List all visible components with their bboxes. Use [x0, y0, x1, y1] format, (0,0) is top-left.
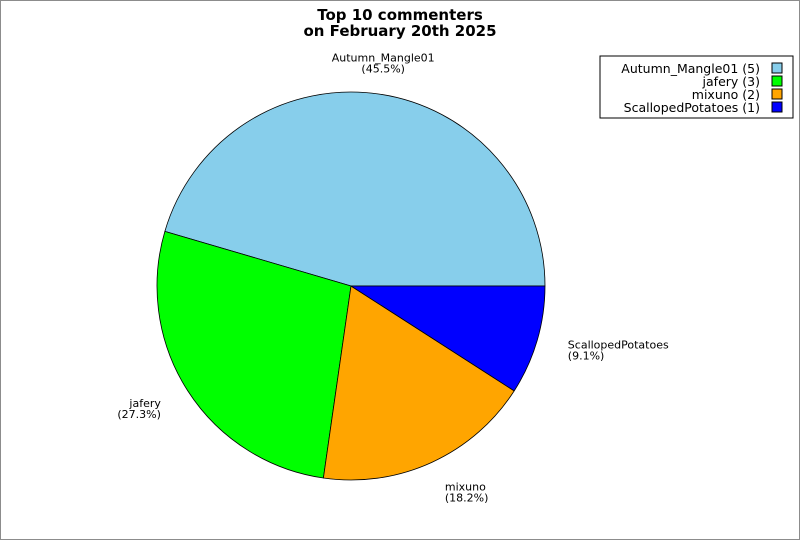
slice-label-scallopedpotatoes: ScallopedPotatoes (9.1%) — [568, 339, 669, 363]
legend-swatch-scallopedpotatoes — [771, 101, 783, 113]
pie-slices — [156, 91, 546, 481]
legend-label-mixuno: mixuno (2) — [692, 87, 760, 102]
slice-label-mixuno: mixuno (18.2%) — [445, 481, 489, 505]
slice-percent-autumn-mangle01: (45.5%) — [361, 62, 405, 75]
slice-percent-jafery: (27.3%) — [117, 408, 161, 421]
slice-label-jafery: jafery (27.3%) — [117, 397, 161, 421]
pie-slice-jafery — [156, 230, 352, 479]
legend-swatch-mixuno — [771, 88, 783, 100]
slice-name-jafery: jafery — [128, 397, 161, 410]
slice-label-autumn-mangle01: Autumn_Mangle01 (45.5%) — [332, 51, 435, 75]
slice-percent-mixuno: (18.2%) — [445, 492, 489, 505]
legend: Autumn_Mangle01 (5)jafery (3)mixuno (2)S… — [599, 55, 794, 119]
legend-swatch-jafery — [771, 75, 783, 87]
legend-swatch-autumn-mangle01 — [771, 62, 783, 74]
chart-title: Top 10 commenters — [317, 6, 483, 24]
slice-name-autumn-mangle01: Autumn_Mangle01 — [332, 51, 435, 64]
legend-label-scallopedpotatoes: ScallopedPotatoes (1) — [624, 100, 760, 115]
slice-labels: Autumn_Mangle01 (45.5%)jafery (27.3%)mixun… — [117, 51, 669, 504]
slice-name-mixuno: mixuno — [445, 481, 486, 494]
legend-label-jafery: jafery (3) — [702, 74, 760, 89]
legend-label-autumn-mangle01: Autumn_Mangle01 (5) — [621, 61, 760, 76]
pie-slice-mixuno — [322, 285, 515, 481]
legend-box — [599, 55, 794, 119]
pie-slice-autumn-mangle01 — [164, 91, 546, 287]
pie-slice-scallopedpotatoes — [350, 285, 546, 392]
slice-percent-scallopedpotatoes: (9.1%) — [568, 350, 605, 363]
slice-name-scallopedpotatoes: ScallopedPotatoes — [568, 339, 669, 352]
chart-subtitle: on February 20th 2025 — [303, 22, 496, 40]
